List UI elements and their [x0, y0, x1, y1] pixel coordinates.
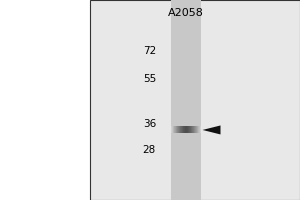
Bar [195, 126, 196, 133]
Bar [178, 126, 179, 133]
Bar [186, 126, 187, 133]
Text: A2058: A2058 [168, 8, 204, 18]
Bar [187, 126, 188, 133]
Bar [191, 126, 192, 133]
Bar [173, 126, 174, 133]
Bar [188, 126, 189, 133]
Bar [185, 126, 186, 133]
Bar [193, 126, 194, 133]
Text: 55: 55 [143, 74, 156, 84]
Text: 28: 28 [143, 145, 156, 155]
Bar [179, 126, 180, 133]
Bar [194, 126, 195, 133]
Bar [180, 126, 181, 133]
Text: 72: 72 [143, 46, 156, 56]
Bar [182, 126, 183, 133]
Bar [198, 126, 199, 133]
Bar [184, 126, 185, 133]
Bar [171, 126, 172, 133]
Bar [197, 126, 198, 133]
Bar [181, 126, 182, 133]
Bar [200, 126, 201, 133]
Bar [174, 126, 175, 133]
Bar [171, 0, 201, 200]
Bar [183, 126, 184, 133]
Bar [192, 126, 193, 133]
Bar [190, 126, 191, 133]
Text: 36: 36 [143, 119, 156, 129]
Bar [176, 126, 177, 133]
Bar [189, 126, 190, 133]
Bar [199, 126, 200, 133]
Bar [175, 126, 176, 133]
Bar [177, 126, 178, 133]
Bar [196, 126, 197, 133]
Bar [90, 0, 300, 200]
Bar [172, 126, 173, 133]
Polygon shape [202, 125, 220, 134]
Bar [196, 126, 197, 133]
